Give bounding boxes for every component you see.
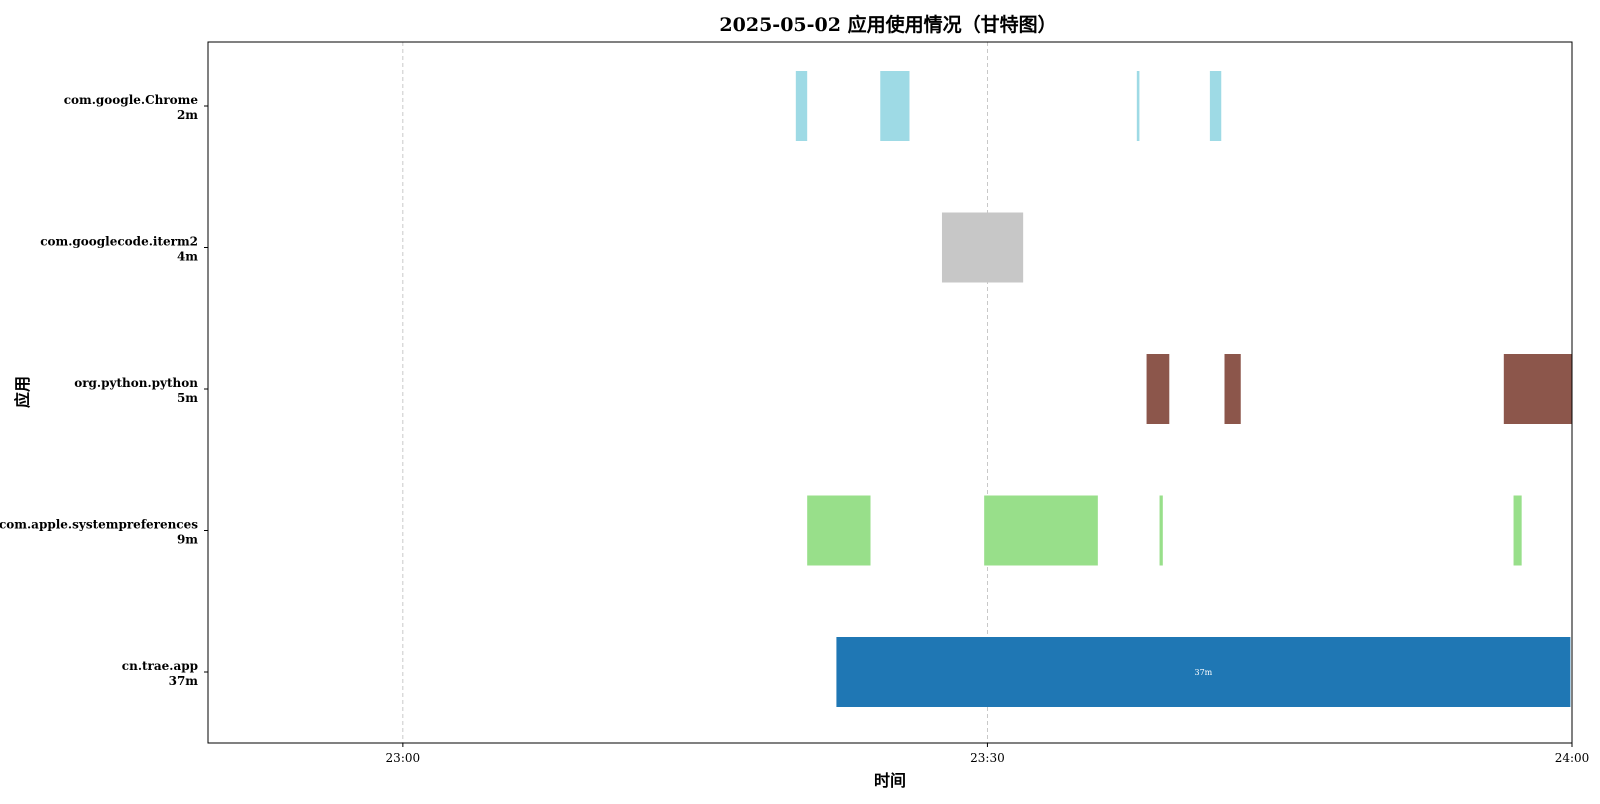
x-tick-label: 23:00	[386, 751, 421, 765]
bars: 37m	[795, 71, 1572, 707]
y-tick-total-time: 37m	[169, 674, 199, 688]
y-tick-total-time: 5m	[177, 391, 198, 405]
plot-area-frame	[207, 41, 1573, 744]
y-tick-total-time: 9m	[177, 533, 198, 547]
x-tick-label: 24:00	[1555, 751, 1590, 765]
gantt-bar	[1513, 495, 1522, 566]
y-tick-app-name: cn.trae.app	[122, 659, 198, 673]
y-tick-total-time: 4m	[177, 250, 198, 264]
gantt-bar	[1209, 71, 1222, 141]
gantt-bar	[941, 212, 1024, 283]
gantt-bar	[836, 637, 1571, 707]
y-tick-total-time: 2m	[177, 108, 198, 122]
y-tick-app-name: com.apple.systempreferences	[0, 518, 198, 532]
bar-value-label: 37m	[1195, 668, 1213, 677]
gantt-bar	[795, 71, 808, 141]
gantt-bar	[984, 495, 1098, 566]
gantt-bar	[1146, 354, 1170, 424]
x-ticks: 23:00 23:30 24:00	[386, 743, 1590, 765]
gantt-bar	[807, 495, 871, 566]
y-axis-label: 应用	[13, 376, 32, 408]
y-tick-app-name: org.python.python	[74, 376, 198, 390]
chart-title: 2025-05-02 应用使用情况（甘特图）	[719, 13, 1056, 36]
gantt-bar	[1224, 354, 1241, 424]
gantt-bar	[1136, 71, 1140, 141]
gantt-bar	[1503, 354, 1572, 424]
x-tick-label: 23:30	[970, 751, 1005, 765]
y-tick-app-name: com.google.Chrome	[64, 93, 199, 107]
gantt-bar	[880, 71, 910, 141]
y-tick-app-name: com.googlecode.iterm2	[40, 235, 198, 249]
x-axis-label: 时间	[874, 771, 906, 790]
gantt-bar	[1159, 495, 1163, 566]
